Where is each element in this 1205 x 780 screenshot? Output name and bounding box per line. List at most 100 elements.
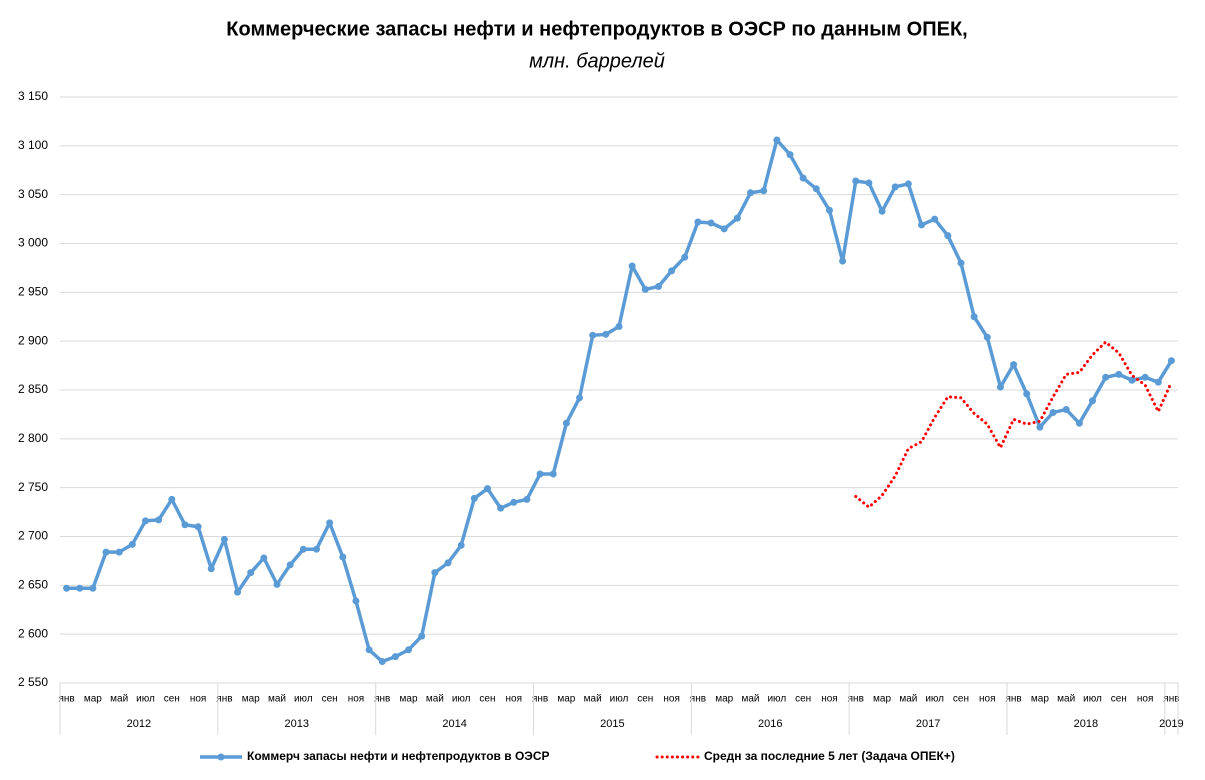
point bbox=[891, 183, 899, 191]
point bbox=[825, 206, 833, 214]
x-tick-label: июл bbox=[452, 694, 471, 705]
point bbox=[983, 333, 991, 341]
x-tick-label: июл bbox=[1083, 694, 1102, 705]
point bbox=[1075, 419, 1083, 427]
point bbox=[391, 653, 399, 661]
point bbox=[668, 267, 676, 275]
year-label: 2018 bbox=[1074, 718, 1098, 730]
point bbox=[681, 253, 689, 261]
x-tick-label: янв bbox=[1005, 694, 1021, 705]
y-tick-label: 2 600 bbox=[18, 626, 48, 640]
point bbox=[510, 498, 518, 506]
point bbox=[733, 214, 741, 222]
x-tick-label: май bbox=[426, 694, 444, 705]
point bbox=[996, 383, 1004, 391]
point bbox=[918, 221, 926, 229]
series-line bbox=[854, 340, 1173, 509]
point bbox=[457, 541, 465, 549]
y-tick-label: 3 000 bbox=[18, 236, 48, 250]
point bbox=[1115, 370, 1123, 378]
point bbox=[602, 330, 610, 338]
year-label: 2015 bbox=[600, 718, 624, 730]
y-tick-label: 2 700 bbox=[18, 529, 48, 543]
x-tick-label: мар bbox=[400, 694, 418, 705]
point bbox=[181, 521, 189, 529]
y-tick-label: 2 750 bbox=[18, 480, 48, 494]
y-tick-label: 3 150 bbox=[18, 89, 48, 103]
point bbox=[878, 207, 886, 215]
point bbox=[260, 554, 268, 562]
point bbox=[497, 504, 505, 512]
y-tick-label: 2 550 bbox=[18, 675, 48, 689]
year-label: 2012 bbox=[127, 718, 151, 730]
point bbox=[247, 569, 255, 577]
point bbox=[405, 646, 413, 654]
point bbox=[1049, 408, 1057, 416]
point bbox=[720, 225, 728, 233]
point bbox=[786, 151, 794, 159]
point bbox=[839, 257, 847, 265]
point bbox=[1023, 390, 1031, 398]
point bbox=[1010, 361, 1018, 369]
x-tick-label: ноя bbox=[1137, 694, 1154, 705]
x-tick-label: сен bbox=[953, 694, 969, 705]
point bbox=[115, 548, 123, 556]
x-tick-label: янв bbox=[58, 694, 74, 705]
point bbox=[444, 559, 452, 567]
y-tick-label: 2 800 bbox=[18, 431, 48, 445]
year-label: 2016 bbox=[758, 718, 782, 730]
x-tick-label: ноя bbox=[190, 694, 207, 705]
y-tick-label: 2 650 bbox=[18, 578, 48, 592]
point bbox=[852, 177, 860, 185]
y-tick-label: 3 100 bbox=[18, 138, 48, 152]
point bbox=[970, 313, 978, 321]
x-tick-label: ноя bbox=[348, 694, 365, 705]
point bbox=[747, 189, 755, 197]
x-tick-label: ноя bbox=[506, 694, 523, 705]
y-tick-label: 2 900 bbox=[18, 333, 48, 347]
point bbox=[326, 519, 334, 527]
year-label: 2014 bbox=[442, 718, 466, 730]
point bbox=[865, 179, 873, 187]
point bbox=[339, 553, 347, 561]
year-label: 2017 bbox=[916, 718, 940, 730]
legend-marker bbox=[217, 753, 225, 761]
point bbox=[1089, 397, 1097, 405]
point bbox=[76, 584, 84, 592]
point bbox=[654, 282, 662, 290]
chart-title: Коммерческие запасы нефти и нефтепродукт… bbox=[226, 18, 967, 40]
point bbox=[1154, 378, 1162, 386]
x-tick-label: янв bbox=[690, 694, 706, 705]
point bbox=[155, 516, 163, 524]
point bbox=[694, 218, 702, 226]
x-tick-label: май bbox=[110, 694, 128, 705]
x-tick-label: мар bbox=[715, 694, 733, 705]
point bbox=[536, 470, 544, 478]
point bbox=[207, 565, 215, 573]
x-tick-label: июл bbox=[610, 694, 629, 705]
chart-subtitle: млн. баррелей bbox=[529, 50, 665, 72]
x-tick-label: сен bbox=[1111, 694, 1127, 705]
x-tick-label: сен bbox=[479, 694, 495, 705]
x-tick-label: сен bbox=[795, 694, 811, 705]
point bbox=[760, 187, 768, 195]
point bbox=[234, 588, 242, 596]
point bbox=[1141, 373, 1149, 381]
point bbox=[312, 545, 320, 553]
point bbox=[576, 394, 584, 402]
x-tick-label: июл bbox=[767, 694, 786, 705]
point bbox=[431, 569, 439, 577]
x-tick-label: июл bbox=[925, 694, 944, 705]
legend-label: Коммерч запасы нефти и нефтепродуктов в … bbox=[247, 749, 550, 763]
x-tick-label: май bbox=[1057, 694, 1075, 705]
point bbox=[562, 419, 570, 427]
x-tick-label: ноя bbox=[979, 694, 996, 705]
point bbox=[470, 494, 478, 502]
point bbox=[707, 219, 715, 227]
x-tick-label: мар bbox=[1031, 694, 1049, 705]
x-tick-label: май bbox=[584, 694, 602, 705]
year-label: 2013 bbox=[285, 718, 309, 730]
point bbox=[944, 232, 952, 240]
x-tick-label: сен bbox=[322, 694, 338, 705]
